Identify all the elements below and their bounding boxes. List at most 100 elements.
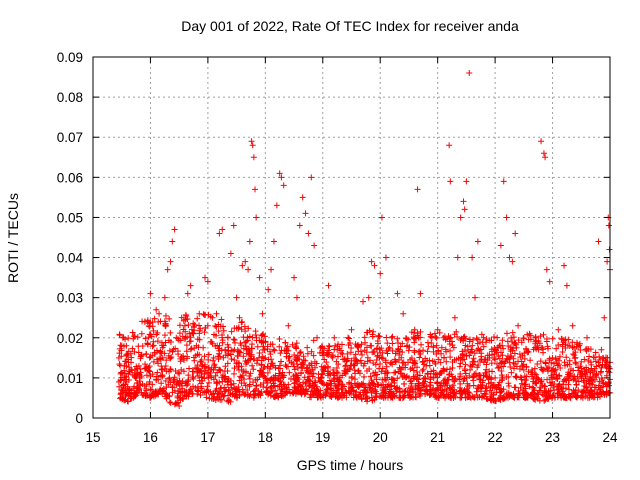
data-point [565,391,572,398]
data-point [274,383,281,390]
data-point [134,334,141,341]
data-point [604,258,611,265]
data-point [591,394,598,401]
data-point [509,338,516,345]
data-point [438,389,445,396]
data-point [401,380,408,387]
data-point [299,365,306,372]
data-point [202,324,209,331]
data-point [304,344,311,351]
data-point [525,348,532,355]
data-point [565,381,572,388]
data-point [569,339,576,346]
data-point [118,390,125,396]
data-point [308,174,315,181]
data-point [266,365,273,372]
data-point [270,380,277,387]
data-point [357,348,364,355]
data-point [443,358,450,365]
data-point [268,375,275,382]
data-point [474,238,481,245]
data-point [435,348,442,355]
data-point [248,138,255,145]
data-point [190,330,197,337]
data-point [275,394,282,401]
data-point [293,294,300,301]
data-point [550,373,557,380]
data-point [219,378,226,385]
data-point [340,356,347,363]
data-point [265,286,272,293]
data-point [363,395,370,402]
data-point [204,369,211,376]
data-point [406,394,413,401]
data-point [150,393,157,400]
data-point [277,350,284,357]
data-point [592,372,599,379]
data-point [492,397,499,404]
data-point [559,349,566,356]
data-point [532,334,539,341]
data-point [424,348,431,355]
data-point [412,393,419,400]
data-point [187,282,194,289]
data-point [498,368,505,375]
data-point [337,378,344,385]
data-point [225,398,232,405]
data-point [253,337,260,344]
data-point [428,334,435,341]
data-point [510,355,517,362]
data-point [406,344,413,351]
data-points [115,70,613,409]
data-point [150,338,157,345]
data-point [505,382,512,389]
data-point [454,333,461,340]
data-point [494,334,501,341]
data-point [391,380,398,387]
data-point [317,393,324,400]
data-point [412,334,419,341]
data-point [605,222,612,229]
data-point [373,376,380,383]
data-point [469,374,476,381]
data-point [587,346,594,353]
data-point [539,382,546,389]
data-point [378,214,385,221]
data-point [560,381,566,388]
data-point [447,347,454,354]
data-point [278,386,285,393]
data-point [486,354,493,361]
data-point [388,393,395,400]
data-point [414,330,421,337]
data-point [224,360,231,367]
data-point [207,338,214,345]
data-point [160,387,167,394]
data-point [596,353,603,360]
data-point [447,178,454,185]
data-point [292,385,299,392]
data-point [328,380,335,387]
data-point [564,361,571,368]
data-point [522,391,529,398]
data-point [246,238,253,245]
data-point [419,384,426,391]
data-point [205,379,212,386]
data-point [161,350,168,357]
data-point [182,328,189,335]
data-point [146,363,153,370]
data-point [566,394,573,401]
data-point [389,340,396,347]
data-point [199,389,206,396]
data-point [542,360,549,367]
data-point [165,381,172,388]
x-tick-label: 18 [258,430,273,445]
data-point [247,370,254,377]
data-point [291,351,298,358]
data-point [256,367,263,374]
data-point [250,154,257,161]
data-point [561,262,568,269]
data-point [158,366,165,373]
data-point [244,386,251,393]
data-point [392,359,399,366]
data-point [131,348,138,355]
